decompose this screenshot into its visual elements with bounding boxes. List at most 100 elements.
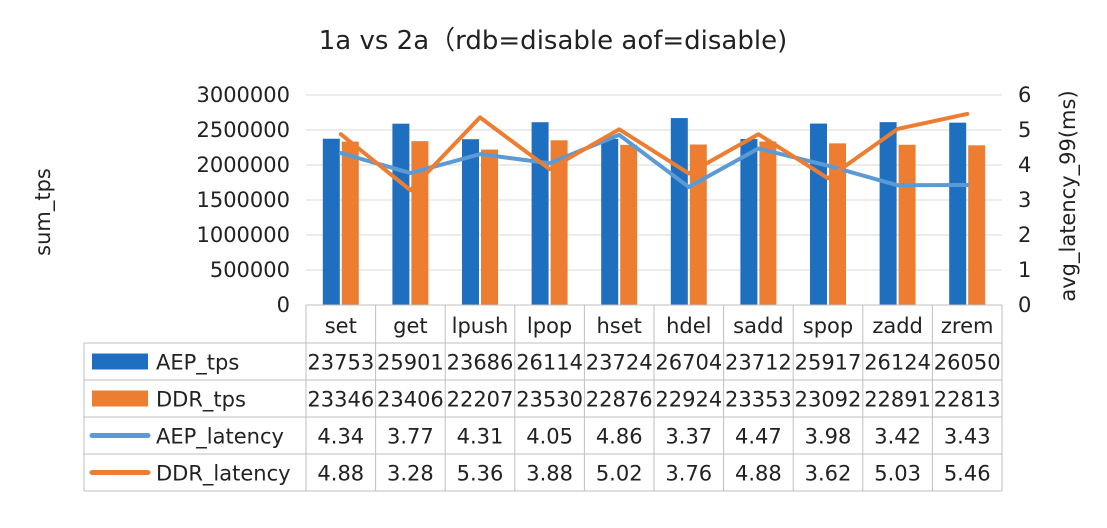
x-tick-label: lpop <box>527 314 572 338</box>
legend-label: AEP_latency <box>156 425 284 450</box>
gridlines <box>306 94 1002 271</box>
bar-aep-tps <box>879 122 897 305</box>
legend-label: AEP_tps <box>156 351 239 376</box>
table-cell: 23530 <box>516 388 583 412</box>
legend-key <box>92 390 148 407</box>
bar-ddr-tps <box>898 144 916 305</box>
table-cell: 3.28 <box>387 462 434 486</box>
y2-tick-label: 2 <box>1018 223 1031 247</box>
table-cell: 5.03 <box>874 462 921 486</box>
table-cell: 23406 <box>377 388 444 412</box>
table-cell: 3.37 <box>665 425 712 449</box>
line-aep-latency <box>338 132 970 190</box>
x-tick-label: set <box>325 314 357 338</box>
table-cell: 5.46 <box>944 462 991 486</box>
table-cell: 23346 <box>307 388 374 412</box>
lines <box>338 111 970 193</box>
table-cell: 26124 <box>864 351 931 375</box>
y2-tick-label: 5 <box>1018 118 1031 142</box>
x-tick-label: zadd <box>872 314 923 338</box>
bar-aep-tps <box>740 139 758 305</box>
bar-aep-tps <box>392 123 410 306</box>
table-cell: 23686 <box>447 351 514 375</box>
table-cell: 26050 <box>934 351 1001 375</box>
table-cell: 4.31 <box>457 425 504 449</box>
table-cell: 22876 <box>586 388 653 412</box>
x-tick-label: zrem <box>941 314 994 338</box>
y2-tick-label: 6 <box>1018 83 1031 107</box>
y2-axis-label: avg_latency_99(ms) <box>1056 90 1081 301</box>
legend-label: DDR_tps <box>156 388 246 413</box>
table-cell: 3.43 <box>944 425 991 449</box>
bar-ddr-tps <box>620 144 638 305</box>
x-tick-label: hdel <box>666 314 711 338</box>
table-cell: 23353 <box>725 388 792 412</box>
table-cell: 4.88 <box>317 462 364 486</box>
table-cell: 25917 <box>795 351 862 375</box>
table-cell: 3.88 <box>526 462 573 486</box>
bar-aep-tps <box>670 118 688 306</box>
bar-ddr-tps <box>411 141 429 305</box>
table-cell: 5.36 <box>457 462 504 486</box>
table-cell: 26114 <box>516 351 583 375</box>
table-cell: 3.98 <box>805 425 852 449</box>
bar-ddr-tps <box>341 141 359 305</box>
y2-tick-label: 0 <box>1018 293 1031 317</box>
table-cell: 4.34 <box>317 425 364 449</box>
bar-ddr-tps <box>481 149 498 305</box>
table-cell: 3.62 <box>805 462 852 486</box>
x-tick-label: hset <box>596 314 641 338</box>
x-tick-label: spop <box>803 314 853 338</box>
y-tick-label: 2500000 <box>196 118 290 142</box>
table-cell: 23712 <box>725 351 792 375</box>
y-tick-label: 2000000 <box>196 153 290 177</box>
bars <box>322 118 986 306</box>
table-cell: 4.05 <box>526 425 573 449</box>
table-cell: 3.42 <box>874 425 921 449</box>
legend-label: DDR_latency <box>156 462 291 487</box>
x-tick-label: sadd <box>733 314 783 338</box>
bar-ddr-tps <box>968 145 986 305</box>
bar-aep-tps <box>601 138 619 305</box>
bar-ddr-tps <box>550 140 568 305</box>
y-tick-label: 500000 <box>210 258 290 282</box>
bar-aep-tps <box>322 138 340 305</box>
chart-title: 1a vs 2a（rdb=disable aof=disable) <box>319 26 787 56</box>
table-cell: 23724 <box>586 351 653 375</box>
legend-key <box>92 353 148 370</box>
table-cell: 23092 <box>795 388 862 412</box>
x-tick-label: lpush <box>452 314 509 338</box>
table-cell: 4.88 <box>735 462 782 486</box>
table-cell: 5.02 <box>596 462 643 486</box>
y-tick-label: 3000000 <box>196 83 290 107</box>
table-cell: 3.76 <box>665 462 712 486</box>
y-axis-label: sum_tps <box>31 168 56 256</box>
y2-tick-label: 3 <box>1018 188 1031 212</box>
table-cell: 25901 <box>377 351 444 375</box>
bar-aep-tps <box>462 139 479 305</box>
bar-ddr-tps <box>759 141 777 305</box>
line-ddr-latency <box>338 111 970 193</box>
bar-aep-tps <box>810 123 827 306</box>
table-cell: 23753 <box>307 351 374 375</box>
y2-tick-label: 4 <box>1018 153 1031 177</box>
table-cell: 22891 <box>864 388 931 412</box>
y-tick-label: 1000000 <box>196 223 290 247</box>
y2-tick-label: 1 <box>1018 258 1031 282</box>
bar-aep-tps <box>949 122 967 306</box>
y-axis-ticks: 0 500000 1000000 1500000 2000000 2500000 30000… <box>196 83 290 317</box>
table-cell: 22207 <box>447 388 514 412</box>
x-tick-label: get <box>393 314 427 338</box>
bar-ddr-tps <box>829 143 846 305</box>
y-tick-label: 1500000 <box>196 188 290 212</box>
y-tick-label: 0 <box>277 293 290 317</box>
table-cell: 4.47 <box>735 425 782 449</box>
table-cell: 26704 <box>655 351 722 375</box>
table-cell: 22924 <box>655 388 722 412</box>
y2-axis-ticks: 0 1 2 3 4 5 6 <box>1018 83 1031 317</box>
data-table: set get lpush lpop hset hdel sadd spop zadd zrem A… <box>83 304 1003 492</box>
table-cell: 4.86 <box>596 425 643 449</box>
bar-aep-tps <box>531 122 549 306</box>
table-cell: 22813 <box>934 388 1001 412</box>
